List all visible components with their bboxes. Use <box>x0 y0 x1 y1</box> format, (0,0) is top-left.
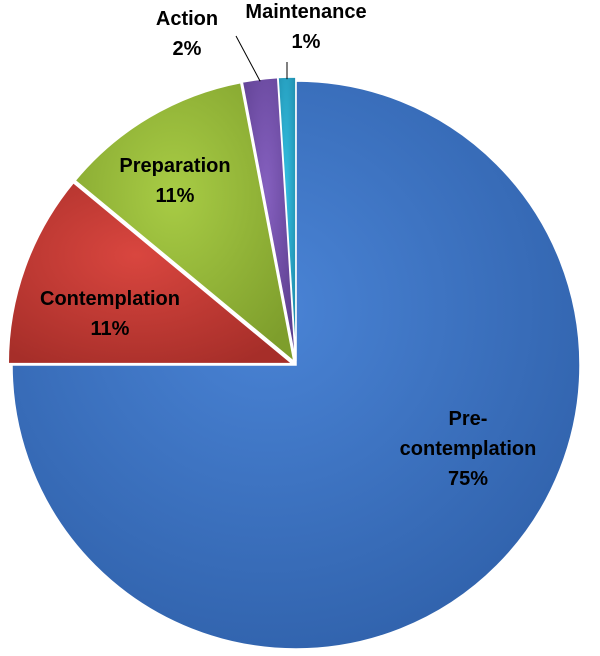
slice-label-line: 11% <box>156 185 195 207</box>
slice-label-line: Maintenance <box>245 1 366 23</box>
slice-label-contemplation: Contemplation 11% <box>40 288 180 340</box>
pie-slice-preparation <box>74 81 296 364</box>
slice-labels: Pre-contemplation 75%Contemplation 11%Prep… <box>40 1 536 490</box>
slice-label-maintenance: Maintenance 1% <box>245 1 366 53</box>
slice-label-pre-contemplation: Pre-contemplation 75% <box>400 408 537 490</box>
slice-label-line: 11% <box>91 318 130 340</box>
slice-label-line: Contemplation <box>40 288 180 310</box>
pie-slice-contemplation <box>7 181 295 365</box>
slice-label-line: 1% <box>292 31 321 53</box>
pie-slice-pre-contemplation <box>11 80 581 650</box>
leader-line-action <box>235 35 261 82</box>
slice-label-line: contemplation <box>400 438 537 460</box>
leader-lines <box>235 35 288 82</box>
pie-slices <box>7 76 581 650</box>
slice-label-line: Action <box>156 8 218 30</box>
slice-label-line: Pre- <box>449 408 488 430</box>
slice-label-action: Action 2% <box>156 8 218 60</box>
slice-label-preparation: Preparation 11% <box>119 155 230 207</box>
slice-label-line: Preparation <box>119 155 230 177</box>
slice-label-line: 2% <box>173 38 202 60</box>
slice-label-line: 75% <box>448 468 488 490</box>
